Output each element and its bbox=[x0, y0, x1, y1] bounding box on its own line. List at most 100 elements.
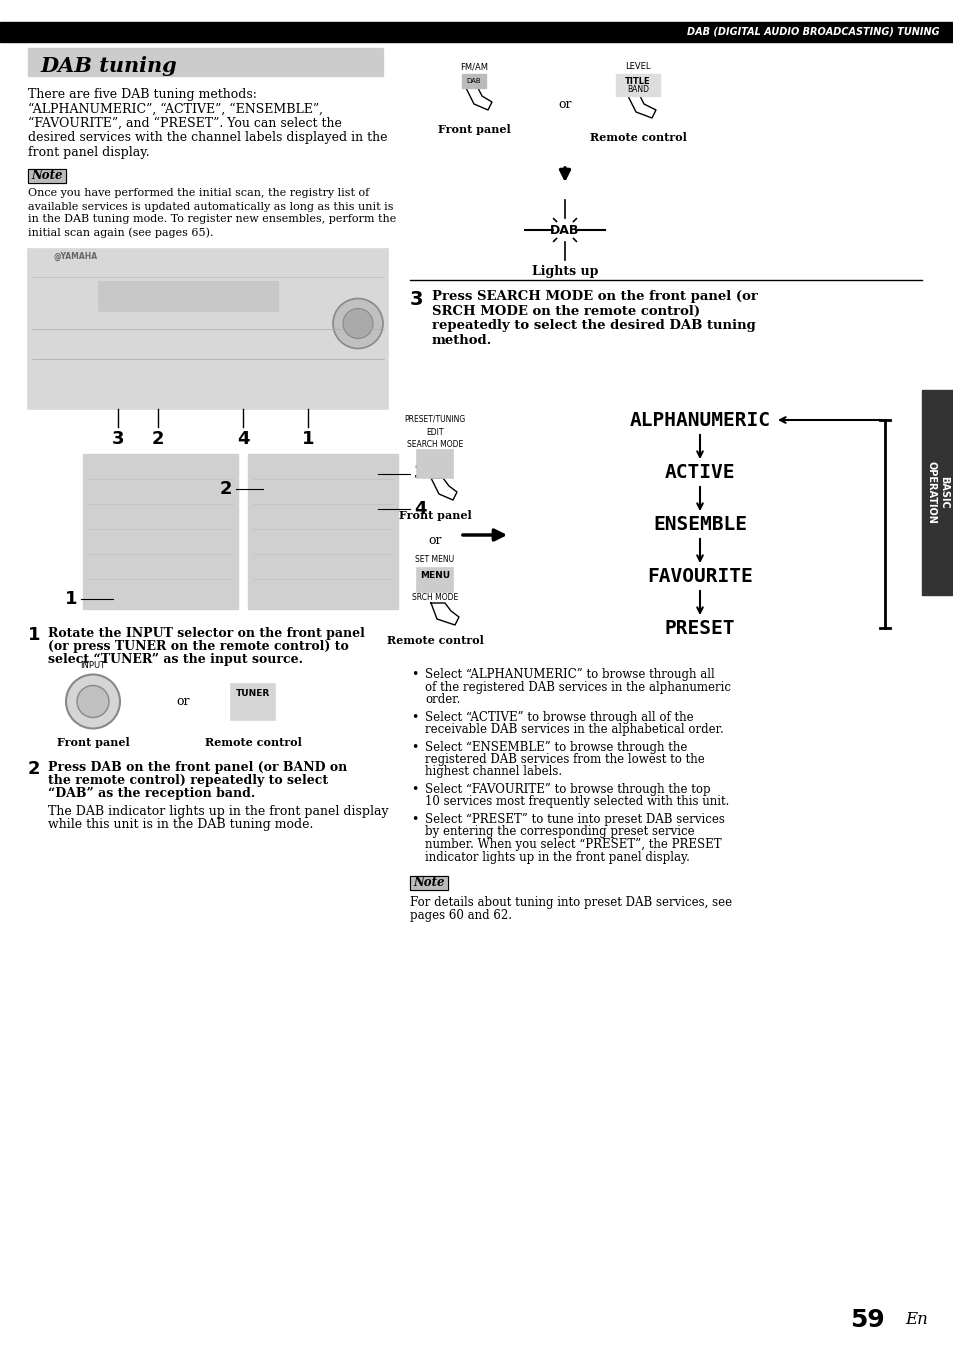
Text: Front panel: Front panel bbox=[398, 510, 471, 520]
Text: TUNER: TUNER bbox=[235, 689, 270, 698]
Text: DAB: DAB bbox=[550, 224, 579, 236]
Text: SRCH MODE on the remote control): SRCH MODE on the remote control) bbox=[432, 305, 700, 318]
Text: 10 services most frequently selected with this unit.: 10 services most frequently selected wit… bbox=[424, 795, 729, 809]
Text: (or press TUNER on the remote control) to: (or press TUNER on the remote control) t… bbox=[48, 640, 349, 652]
Text: Select “ACTIVE” to browse through all of the: Select “ACTIVE” to browse through all of… bbox=[424, 710, 693, 724]
Bar bbox=[461, 74, 485, 88]
Bar bbox=[410, 876, 448, 890]
Text: Press DAB on the front panel (or BAND on: Press DAB on the front panel (or BAND on bbox=[48, 760, 347, 774]
Bar bbox=[28, 49, 382, 75]
Text: MENU: MENU bbox=[419, 570, 450, 580]
Text: pages 60 and 62.: pages 60 and 62. bbox=[410, 909, 512, 922]
Text: •: • bbox=[411, 813, 418, 826]
Text: order.: order. bbox=[424, 693, 460, 706]
Text: LEVEL: LEVEL bbox=[624, 62, 650, 71]
Text: For details about tuning into preset DAB services, see: For details about tuning into preset DAB… bbox=[410, 896, 731, 909]
Circle shape bbox=[333, 298, 382, 349]
Text: 3: 3 bbox=[410, 290, 423, 309]
Text: ENSEMBLE: ENSEMBLE bbox=[652, 515, 746, 534]
Text: indicator lights up in the front panel display.: indicator lights up in the front panel d… bbox=[424, 851, 689, 864]
Text: or: or bbox=[558, 98, 571, 112]
Text: PRESET/TUNING: PRESET/TUNING bbox=[404, 415, 465, 425]
Text: Front panel: Front panel bbox=[56, 736, 130, 748]
Text: “FAVOURITE”, and “PRESET”. You can select the: “FAVOURITE”, and “PRESET”. You can selec… bbox=[28, 117, 341, 129]
Text: 2: 2 bbox=[152, 430, 164, 449]
Text: SET MENU: SET MENU bbox=[415, 555, 454, 563]
Text: or: or bbox=[176, 696, 190, 708]
Text: Lights up: Lights up bbox=[531, 266, 598, 278]
Text: 59: 59 bbox=[849, 1308, 884, 1332]
Text: Select “FAVOURITE” to browse through the top: Select “FAVOURITE” to browse through the… bbox=[424, 783, 710, 797]
Text: Select “PRESET” to tune into preset DAB services: Select “PRESET” to tune into preset DAB … bbox=[424, 813, 724, 826]
Text: the remote control) repeatedly to select: the remote control) repeatedly to select bbox=[48, 774, 328, 787]
Text: or: or bbox=[428, 534, 441, 546]
Text: registered DAB services from the lowest to the: registered DAB services from the lowest … bbox=[424, 754, 704, 766]
Text: repeatedly to select the desired DAB tuning: repeatedly to select the desired DAB tun… bbox=[432, 319, 755, 332]
Text: Select “ALPHANUMERIC” to browse through all: Select “ALPHANUMERIC” to browse through … bbox=[424, 669, 714, 681]
Text: highest channel labels.: highest channel labels. bbox=[424, 766, 561, 779]
Text: DAB tuning: DAB tuning bbox=[40, 57, 176, 75]
Text: En: En bbox=[904, 1312, 927, 1329]
Text: PRESET: PRESET bbox=[664, 619, 735, 638]
Text: DAB: DAB bbox=[466, 78, 481, 84]
Text: ACTIVE: ACTIVE bbox=[664, 462, 735, 481]
Text: 2: 2 bbox=[28, 760, 40, 779]
Bar bbox=[28, 248, 388, 408]
Bar bbox=[248, 453, 397, 608]
Text: FM/AM: FM/AM bbox=[459, 62, 488, 71]
Text: “ALPHANUMERIC”, “ACTIVE”, “ENSEMBLE”,: “ALPHANUMERIC”, “ACTIVE”, “ENSEMBLE”, bbox=[28, 102, 323, 116]
Bar bbox=[0, 22, 953, 42]
Bar bbox=[410, 876, 448, 890]
Circle shape bbox=[77, 686, 109, 717]
Text: •: • bbox=[411, 783, 418, 797]
Text: Remote control: Remote control bbox=[204, 736, 301, 748]
Text: TITLE: TITLE bbox=[624, 77, 650, 85]
Text: while this unit is in the DAB tuning mode.: while this unit is in the DAB tuning mod… bbox=[48, 818, 313, 830]
Bar bbox=[416, 450, 453, 479]
Text: SRCH MODE: SRCH MODE bbox=[412, 593, 457, 603]
Circle shape bbox=[66, 674, 120, 728]
Text: Press SEARCH MODE on the front panel (or: Press SEARCH MODE on the front panel (or bbox=[432, 290, 757, 303]
Text: Note: Note bbox=[31, 168, 63, 182]
Bar bbox=[98, 280, 277, 310]
Bar bbox=[921, 390, 953, 594]
Bar bbox=[28, 168, 66, 182]
Text: desired services with the channel labels displayed in the: desired services with the channel labels… bbox=[28, 132, 387, 144]
Text: •: • bbox=[411, 740, 418, 754]
Text: 1: 1 bbox=[28, 627, 40, 644]
Text: •: • bbox=[411, 669, 418, 681]
Bar bbox=[616, 74, 659, 96]
Text: receivable DAB services in the alphabetical order.: receivable DAB services in the alphabeti… bbox=[424, 723, 723, 736]
Text: of the registered DAB services in the alphanumeric: of the registered DAB services in the al… bbox=[424, 681, 730, 693]
Text: front panel display.: front panel display. bbox=[28, 146, 150, 159]
Text: ALPHANUMERIC: ALPHANUMERIC bbox=[629, 411, 770, 430]
Text: 3: 3 bbox=[112, 430, 124, 449]
Circle shape bbox=[343, 309, 373, 338]
Text: The DAB indicator lights up in the front panel display: The DAB indicator lights up in the front… bbox=[48, 805, 388, 818]
Text: @YAMAHA: @YAMAHA bbox=[54, 252, 98, 260]
Text: BAND: BAND bbox=[626, 85, 648, 94]
Text: method.: method. bbox=[432, 333, 492, 346]
Text: INPUT: INPUT bbox=[80, 661, 106, 670]
Text: EDIT: EDIT bbox=[426, 429, 443, 437]
Text: 2: 2 bbox=[219, 480, 232, 497]
Text: Remote control: Remote control bbox=[589, 132, 686, 143]
Text: 4: 4 bbox=[236, 430, 249, 449]
Bar bbox=[28, 168, 66, 182]
Text: FAVOURITE: FAVOURITE bbox=[646, 566, 752, 585]
Text: in the DAB tuning mode. To register new ensembles, perform the: in the DAB tuning mode. To register new … bbox=[28, 214, 395, 225]
Text: 1: 1 bbox=[301, 430, 314, 449]
Text: BASIC
OPERATION: BASIC OPERATION bbox=[925, 461, 948, 524]
Text: 3: 3 bbox=[414, 465, 426, 483]
Text: DAB (DIGITAL AUDIO BROADCASTING) TUNING: DAB (DIGITAL AUDIO BROADCASTING) TUNING bbox=[687, 27, 939, 36]
Text: 1: 1 bbox=[65, 589, 77, 608]
Text: select “TUNER” as the input source.: select “TUNER” as the input source. bbox=[48, 654, 303, 666]
Bar bbox=[416, 568, 453, 592]
Text: available services is updated automatically as long as this unit is: available services is updated automatica… bbox=[28, 201, 393, 212]
Text: Rotate the INPUT selector on the front panel: Rotate the INPUT selector on the front p… bbox=[48, 627, 364, 639]
Text: •: • bbox=[411, 710, 418, 724]
Text: Once you have performed the initial scan, the registry list of: Once you have performed the initial scan… bbox=[28, 189, 369, 198]
Bar bbox=[231, 683, 274, 720]
Text: Front panel: Front panel bbox=[437, 124, 510, 135]
Text: SEARCH MODE: SEARCH MODE bbox=[406, 439, 462, 449]
